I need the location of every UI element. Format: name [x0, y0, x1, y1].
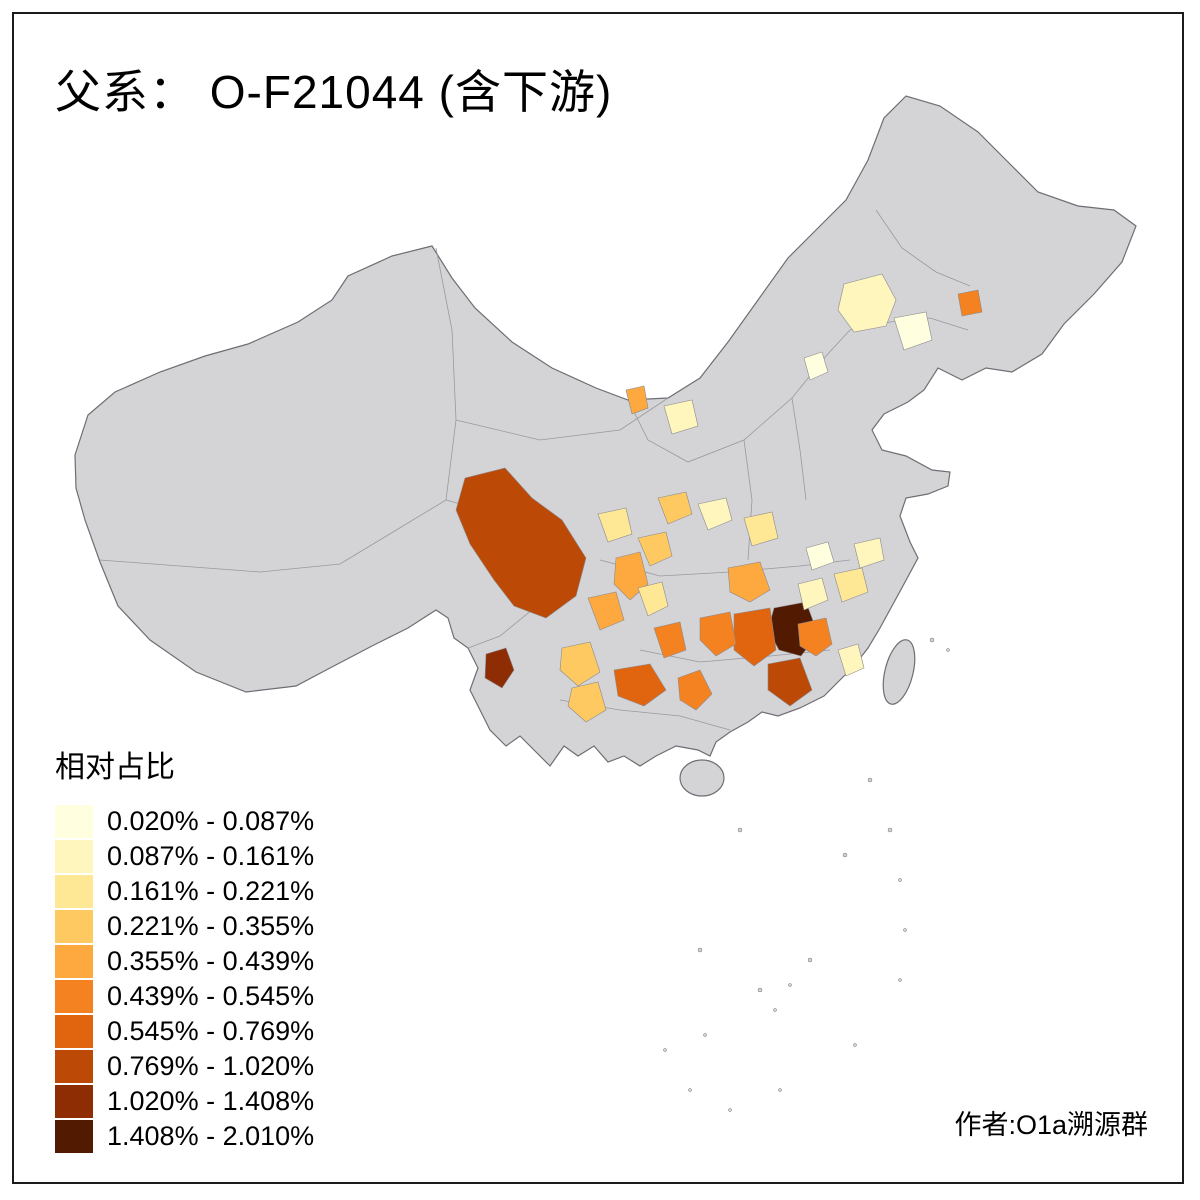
legend-class-label: 0.439% - 0.545% [107, 981, 315, 1011]
legend-swatch [55, 1050, 93, 1083]
map-region-tianshui-area [657, 491, 693, 525]
map-region-central-guizhou [653, 621, 687, 659]
map-region-north-guangdong [767, 657, 813, 707]
legend-row: 0.769% - 1.020% [55, 1049, 314, 1084]
legend-class-label: 0.161% - 0.221% [107, 876, 315, 906]
map-region-south-jiangsu [853, 537, 885, 569]
legend-class-label: 0.769% - 1.020% [107, 1051, 315, 1081]
map-region-ningxia [625, 385, 649, 415]
legend: 相对占比 0.020% - 0.087% 0.087% - 0.161% 0.161… [55, 742, 314, 1154]
legend-row: 1.408% - 2.010% [55, 1119, 314, 1154]
map-region-beijing-area [803, 351, 829, 381]
legend-row: 0.020% - 0.087% [55, 804, 314, 839]
map-region-north-shaanxi-pale [663, 399, 699, 435]
legend-row: 0.355% - 0.439% [55, 944, 314, 979]
legend-swatch [55, 945, 93, 978]
legend-row: 0.087% - 0.161% [55, 839, 314, 874]
map-region-central-yunnan [559, 641, 601, 687]
legend-items: 0.020% - 0.087% 0.087% - 0.161% 0.161% - 0… [55, 804, 314, 1154]
map-region-sichuan-basin [587, 591, 625, 631]
map-region-anhui-pale [805, 541, 835, 571]
legend-class-label: 1.408% - 2.010% [107, 1121, 315, 1151]
legend-swatch [55, 875, 93, 908]
legend-row: 1.020% - 1.408% [55, 1084, 314, 1119]
legend-swatch [55, 1085, 93, 1118]
map-region-west-yunnan [484, 647, 515, 689]
legend-class-label: 0.221% - 0.355% [107, 911, 315, 941]
legend-swatch [55, 1120, 93, 1153]
legend-class-label: 0.087% - 0.161% [107, 841, 315, 871]
legend-class-label: 0.355% - 0.439% [107, 946, 315, 976]
legend-row: 0.161% - 0.221% [55, 874, 314, 909]
map-region-south-guizhou [613, 663, 667, 707]
map-region-zhejiang [833, 567, 869, 603]
china-outline [74, 95, 1137, 767]
map-region-henan [743, 511, 779, 547]
map-region-west-fujian [837, 643, 865, 677]
legend-title: 相对占比 [55, 751, 175, 784]
map-region-north-sichuan [637, 531, 673, 567]
hainan-island [679, 759, 725, 797]
map-region-west-sichuan [455, 467, 587, 619]
legend-class-label: 0.020% - 0.087% [107, 806, 315, 836]
taiwan-island [882, 639, 916, 705]
map-region-west-hunan [699, 611, 737, 657]
legend-swatch [55, 910, 93, 943]
map-region-east-guizhou [677, 669, 713, 711]
map-region-central-shaanxi [697, 497, 733, 531]
map-region-east-hunan [797, 617, 833, 657]
page-title: 父系： O-F21044 (含下游) [55, 66, 613, 118]
small-islands [663, 637, 950, 1112]
legend-row: 0.545% - 0.769% [55, 1014, 314, 1049]
map-region-chongqing [637, 581, 669, 617]
legend-row: 0.221% - 0.355% [55, 909, 314, 944]
legend-class-label: 0.545% - 0.769% [107, 1016, 315, 1046]
attribution: 作者:O1a溯源群 [954, 1110, 1148, 1140]
map-region-south-gansu [597, 507, 633, 543]
map-region-east-jilin-orange [957, 289, 983, 317]
choropleth-regions [455, 273, 983, 723]
legend-swatch [55, 980, 93, 1013]
legend-swatch [55, 840, 93, 873]
map-region-hubei [727, 561, 771, 603]
map-region-jilin [837, 273, 897, 333]
map-region-poyang-area [797, 577, 829, 611]
legend-class-label: 1.020% - 1.408% [107, 1086, 315, 1116]
legend-row: 0.439% - 0.545% [55, 979, 314, 1014]
map-region-east-jilin-pale [893, 311, 933, 351]
legend-swatch [55, 1015, 93, 1048]
legend-swatch [55, 805, 93, 838]
map-region-southeast-yunnan [567, 681, 607, 723]
